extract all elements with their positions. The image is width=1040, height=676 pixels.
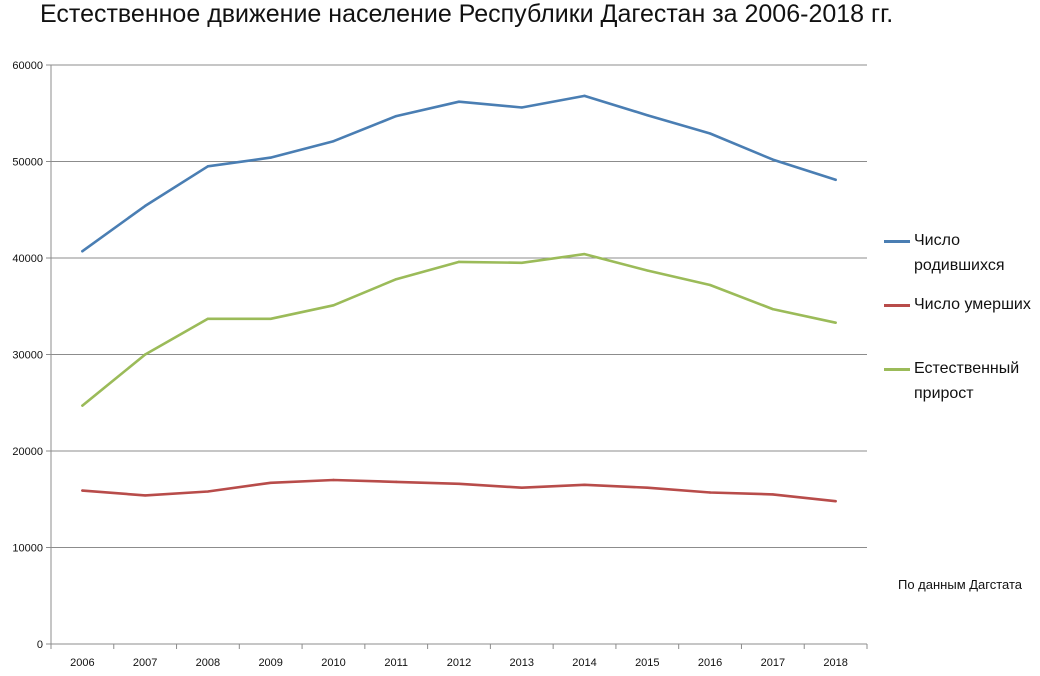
chart-title: Естественное движение население Республи… bbox=[40, 0, 894, 28]
data-point-natural-growth-2015 bbox=[646, 269, 649, 272]
data-point-births-2009 bbox=[269, 156, 272, 159]
data-point-births-2010 bbox=[332, 140, 335, 143]
data-point-natural-growth-2016 bbox=[708, 283, 712, 287]
data-point-births-2017 bbox=[771, 158, 775, 161]
tick-labels: 0 10000 20000 30000 40000 50000 60000 2006 2007 2… bbox=[12, 60, 847, 669]
x-tick-label-2016: 2016 bbox=[698, 657, 722, 669]
series-line-births bbox=[81, 94, 837, 253]
x-tick-label-2008: 2008 bbox=[196, 657, 220, 669]
y-tick-label: 50000 bbox=[12, 157, 43, 169]
y-tick-label: 40000 bbox=[12, 253, 43, 265]
data-point-births-2012 bbox=[457, 100, 461, 103]
data-point-deaths-2013 bbox=[520, 486, 523, 489]
y-tick-label: 20000 bbox=[12, 446, 43, 458]
data-point-deaths-2014 bbox=[583, 483, 586, 486]
legend-item-births: Число родившихся bbox=[884, 228, 1039, 292]
data-point-natural-growth-2014 bbox=[583, 252, 586, 256]
source-note: По данным Дагстата bbox=[898, 577, 1023, 592]
data-point-births-2013 bbox=[520, 106, 523, 109]
y-tick-label: 30000 bbox=[12, 350, 43, 362]
legend-label-natural-growth: Естественный прирост bbox=[914, 360, 1020, 402]
data-point-deaths-2008 bbox=[206, 490, 210, 493]
data-point-deaths-2016 bbox=[708, 491, 712, 494]
x-tick-label-2017: 2017 bbox=[761, 657, 785, 669]
y-tick-label: 10000 bbox=[12, 543, 43, 555]
legend-label-births: Число родившихся bbox=[914, 232, 1005, 274]
data-point-deaths-2006 bbox=[81, 489, 84, 492]
data-point-deaths-2018 bbox=[834, 499, 837, 503]
data-point-deaths-2007 bbox=[143, 494, 147, 497]
x-tick-label-2011: 2011 bbox=[384, 657, 408, 669]
legend-item-natural-growth: Естественный прирост bbox=[884, 356, 1039, 420]
data-point-deaths-2011 bbox=[395, 480, 398, 484]
data-point-births-2018 bbox=[834, 178, 837, 182]
data-point-births-2006 bbox=[81, 250, 84, 253]
data-point-natural-growth-2010 bbox=[332, 304, 335, 307]
data-point-births-2014 bbox=[583, 94, 586, 98]
data-point-natural-growth-2006 bbox=[81, 404, 84, 407]
y-tick-label: 60000 bbox=[12, 60, 43, 72]
data-point-natural-growth-2017 bbox=[771, 307, 775, 311]
data-point-births-2016 bbox=[708, 132, 712, 135]
data-point-births-2008 bbox=[206, 165, 210, 168]
data-point-deaths-2010 bbox=[332, 478, 335, 482]
data-point-natural-growth-2007 bbox=[143, 353, 147, 356]
data-point-natural-growth-2008 bbox=[206, 317, 210, 320]
data-point-natural-growth-2012 bbox=[457, 260, 461, 264]
x-tick-label-2013: 2013 bbox=[510, 657, 534, 669]
x-tick-label-2012: 2012 bbox=[447, 657, 471, 669]
gridlines bbox=[51, 64, 867, 548]
legend-swatch-births bbox=[884, 240, 910, 243]
data-point-deaths-2015 bbox=[646, 486, 649, 489]
x-tick-label-2007: 2007 bbox=[133, 657, 157, 669]
data-point-births-2011 bbox=[395, 114, 398, 118]
series-line-natural-growth bbox=[81, 252, 837, 407]
axes bbox=[46, 64, 868, 649]
x-tick-label-2014: 2014 bbox=[572, 657, 596, 669]
chart-legend: Число родившихся Число умерших Естествен… bbox=[884, 228, 1039, 420]
x-tick-label-2015: 2015 bbox=[635, 657, 659, 669]
data-point-deaths-2017 bbox=[771, 493, 775, 496]
data-point-natural-growth-2009 bbox=[269, 317, 272, 320]
data-point-natural-growth-2018 bbox=[834, 321, 837, 324]
legend-item-deaths: Число умерших bbox=[884, 292, 1039, 356]
data-point-births-2015 bbox=[646, 113, 649, 117]
x-tick-label-2006: 2006 bbox=[70, 657, 94, 669]
series-lines bbox=[81, 94, 837, 503]
data-point-natural-growth-2013 bbox=[520, 261, 523, 265]
legend-swatch-natural-growth bbox=[884, 368, 910, 371]
data-point-deaths-2009 bbox=[269, 481, 272, 485]
x-tick-label-2010: 2010 bbox=[321, 657, 345, 669]
x-tick-label-2009: 2009 bbox=[258, 657, 282, 669]
x-tick-label-2018: 2018 bbox=[823, 657, 847, 669]
data-point-deaths-2012 bbox=[457, 482, 461, 486]
y-tick-label: 0 bbox=[37, 639, 43, 651]
legend-label-deaths: Число умерших bbox=[914, 296, 1031, 313]
data-point-births-2007 bbox=[143, 204, 147, 208]
legend-swatch-deaths bbox=[884, 304, 910, 307]
data-point-natural-growth-2011 bbox=[395, 278, 398, 281]
